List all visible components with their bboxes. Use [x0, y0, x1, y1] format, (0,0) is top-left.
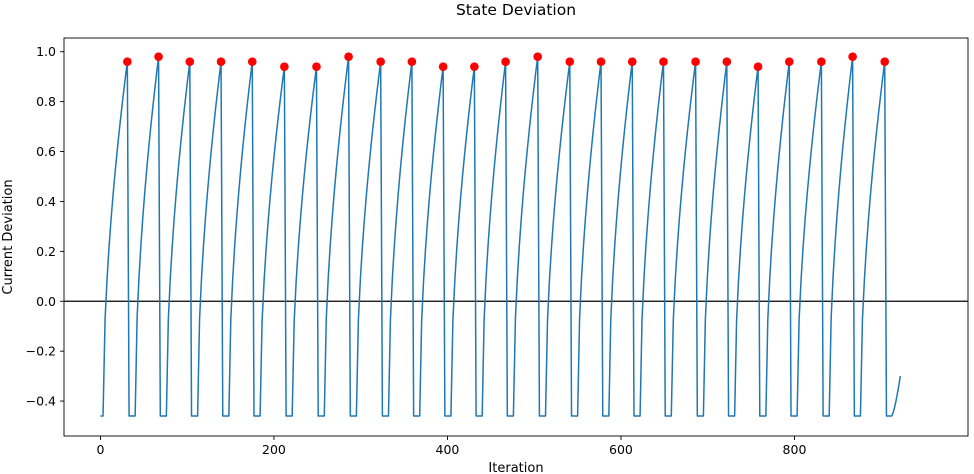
peak-marker-24 [848, 52, 857, 62]
x-tick-label-1: 200 [262, 442, 286, 457]
peak-marker-4 [216, 57, 226, 67]
chart-title: State Deviation [456, 1, 576, 19]
peak-marker-22 [784, 57, 794, 67]
peak-marker-10 [407, 57, 417, 67]
y-tick-label-7: 1.0 [36, 44, 56, 59]
y-tick-label-0: −0.4 [26, 394, 56, 409]
peak-marker-21 [753, 62, 763, 71]
x-tick-label-0: 0 [96, 442, 104, 457]
peak-marker-14 [533, 52, 542, 62]
y-tick-label-5: 0.6 [36, 144, 56, 159]
peak-marker-20 [722, 57, 732, 67]
peak-marker-18 [659, 57, 668, 67]
plot-area [64, 52, 968, 417]
y-tick-label-3: 0.2 [36, 244, 56, 259]
peak-marker-19 [691, 57, 700, 67]
peak-marker-23 [817, 57, 826, 67]
x-tick-label-3: 600 [609, 442, 633, 457]
x-tick-label-2: 400 [436, 442, 460, 457]
peak-marker-7 [312, 62, 321, 71]
peak-marker-3 [185, 57, 195, 67]
peak-marker-25 [880, 57, 890, 67]
peak-marker-2 [154, 52, 163, 62]
x-tick-label-4: 800 [783, 442, 807, 457]
peak-marker-11 [438, 62, 448, 71]
peak-marker-6 [280, 62, 289, 71]
peak-marker-12 [470, 62, 479, 71]
peak-marker-13 [501, 57, 510, 67]
y-tick-label-1: −0.2 [26, 344, 56, 359]
peak-marker-8 [344, 52, 353, 62]
peak-marker-9 [376, 57, 385, 67]
peak-marker-17 [627, 57, 637, 67]
y-tick-label-4: 0.4 [36, 194, 56, 209]
axes: 0 200 400 600 800 −0.4 −0.2 0.0 0.2 0.4 0.6 0.8 1.0 [26, 37, 969, 457]
peak-marker-16 [596, 57, 606, 67]
y-tick-label-2: 0.0 [36, 294, 56, 309]
peak-marker-1 [123, 57, 132, 67]
y-tick-label-6: 0.8 [36, 94, 56, 109]
peak-marker-15 [565, 57, 575, 67]
series-line [100, 55, 902, 417]
axes-frame [63, 37, 969, 437]
x-axis-label: Iteration [488, 461, 543, 474]
y-axis-label: Current Deviation [1, 179, 16, 294]
peak-marker-5 [247, 57, 257, 67]
